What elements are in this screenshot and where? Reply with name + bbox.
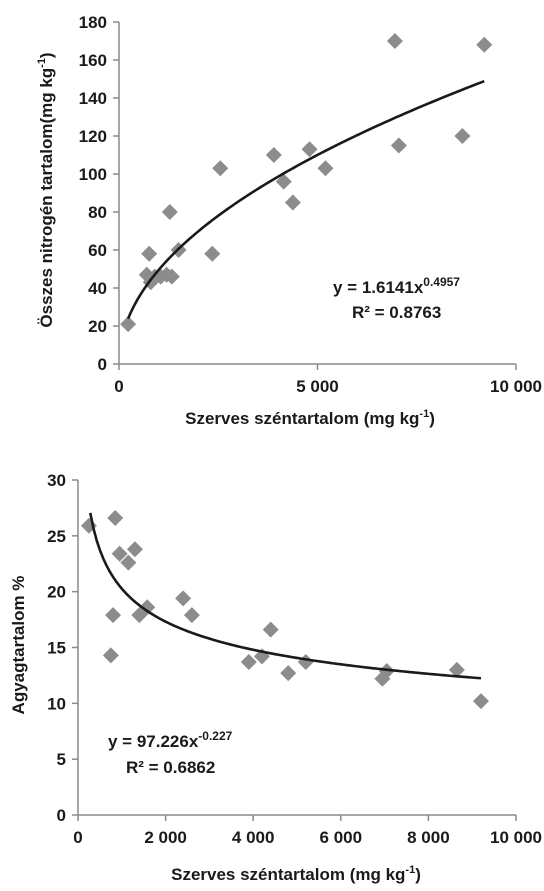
nitrogen-chart: 0 20 40 60 80 100 120 140 160 180 0 5 000 10 000 y … [36, 13, 542, 428]
y-tick-label: 140 [79, 89, 107, 108]
data-point [111, 545, 128, 562]
y-tick-label: 160 [79, 51, 107, 70]
data-point [204, 245, 221, 262]
y-tick-label: 80 [88, 203, 107, 222]
data-point [301, 141, 318, 158]
y-tick-label: 30 [47, 471, 66, 490]
x-tick-label: 5 000 [296, 377, 339, 396]
data-point [472, 693, 489, 710]
data-point [476, 36, 493, 53]
y-tick-label: 120 [79, 127, 107, 146]
data-point [275, 173, 292, 190]
x-tick-label: 8 000 [407, 828, 450, 847]
data-point [448, 661, 465, 678]
y-tick-label: 20 [47, 583, 66, 602]
y-tick-label: 100 [79, 165, 107, 184]
data-point [161, 204, 178, 220]
data-points [80, 509, 489, 710]
trendline [88, 512, 482, 680]
y-tick-label: 0 [98, 355, 107, 374]
data-point [280, 665, 297, 682]
x-tick-labels: 0 5 000 10 000 [114, 364, 542, 396]
x-tick-label: 0 [73, 828, 82, 847]
data-point [297, 654, 314, 671]
x-tick-labels: 0 2 000 4 000 6 000 8 000 10 000 [73, 815, 542, 847]
data-point [265, 147, 282, 163]
data-point [105, 607, 122, 624]
x-axis-title: Szerves széntartalom (mg kg-1) [185, 408, 435, 428]
data-point [454, 128, 471, 144]
y-tick-label: 60 [88, 241, 107, 260]
data-point [139, 599, 156, 616]
y-tick-label: 0 [57, 806, 66, 825]
y-tick-label: 10 [47, 694, 66, 713]
y-tick-label: 20 [88, 317, 107, 336]
data-point [212, 160, 229, 177]
y-tick-label: 25 [47, 527, 66, 546]
data-point [175, 590, 192, 607]
equation-label: y = 1.6141x0.4957 [333, 275, 460, 297]
y-axis-title: Agyagtartalom % [9, 576, 28, 715]
r-squared-label: R² = 0.6862 [126, 758, 215, 777]
data-point [284, 194, 301, 211]
y-tick-label: 15 [47, 639, 66, 658]
y-tick-label: 40 [88, 279, 107, 298]
y-tick-label: 5 [57, 750, 66, 769]
y-axis-title: Összes nitrogén tartalom(mg kg-1) [36, 52, 56, 327]
data-point [240, 654, 257, 671]
x-tick-label: 4 000 [232, 828, 275, 847]
data-point [183, 607, 200, 624]
x-tick-label: 6 000 [320, 828, 363, 847]
data-point [126, 541, 143, 558]
data-point [120, 316, 137, 333]
x-axis-title: Szerves széntartalom (mg kg-1) [171, 864, 421, 884]
data-point [262, 621, 279, 638]
y-tick-labels: 0 5 10 15 20 25 30 [47, 471, 78, 825]
data-point [141, 245, 158, 262]
data-point [317, 160, 334, 177]
trendline [126, 79, 485, 320]
equation-label: y = 97.226x-0.227 [108, 729, 233, 751]
data-point [390, 137, 407, 154]
data-point [107, 509, 124, 526]
data-point [386, 33, 403, 49]
x-tick-label: 2 000 [144, 828, 187, 847]
data-point [163, 268, 180, 285]
x-tick-label: 10 000 [490, 377, 542, 396]
data-point [120, 554, 137, 571]
r-squared-label: R² = 0.8763 [352, 303, 441, 322]
x-tick-label: 0 [114, 377, 123, 396]
data-point [102, 647, 119, 664]
y-tick-labels: 0 20 40 60 80 100 120 140 160 180 [79, 13, 119, 374]
x-tick-label: 10 000 [490, 828, 542, 847]
y-tick-label: 180 [79, 13, 107, 32]
clay-chart: 0 5 10 15 20 25 30 0 2 000 4 000 6 000 8 000 10 000… [9, 471, 542, 884]
